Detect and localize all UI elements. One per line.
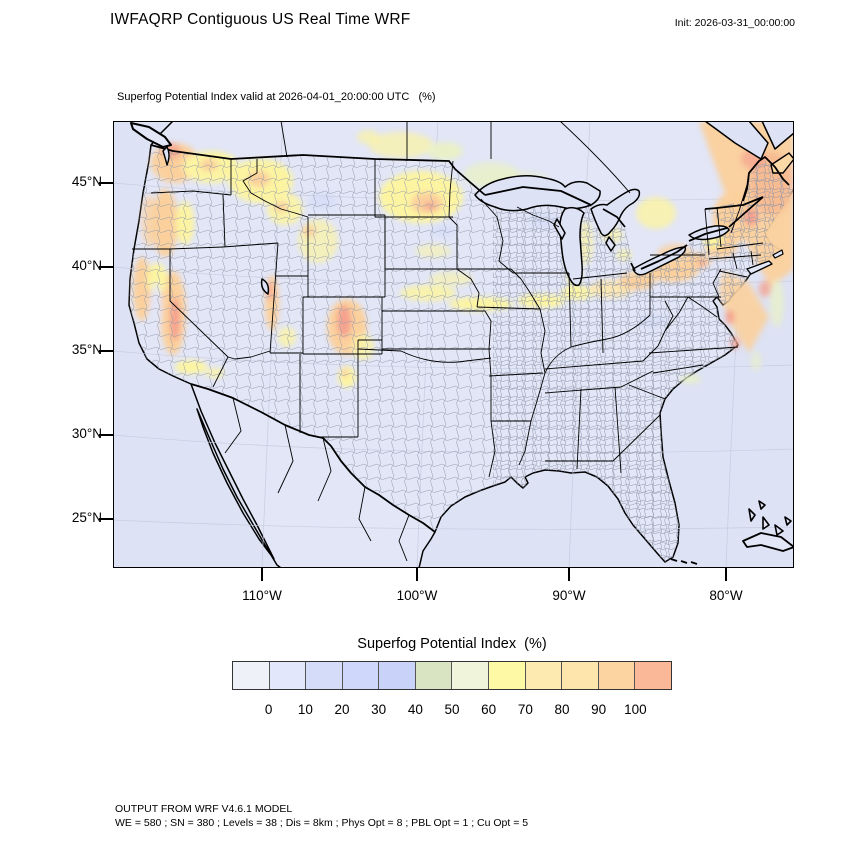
lat-tick: [99, 350, 113, 352]
long-island: [746, 260, 773, 275]
lat-tick: [99, 266, 113, 268]
colorbar-tick-60: 60: [481, 702, 497, 717]
florida-keys: [670, 558, 698, 565]
colorbar-cell: [525, 662, 563, 689]
lat-label-25°N: 25°N: [71, 510, 102, 525]
colorbar-cell: [415, 662, 453, 689]
colorbar-cell: [489, 662, 526, 689]
lon-tick: [568, 568, 570, 581]
legend-title: Superfog Potential Index (%): [357, 636, 547, 652]
model-info-line1: OUTPUT FROM WRF V4.6.1 MODEL: [115, 803, 293, 815]
colorbar-tick-20: 20: [334, 702, 350, 717]
us-superfog-map: [112, 120, 795, 569]
cape-cod: [772, 249, 784, 259]
legend-tick-labels: 0 10 20 30 40 50 60 70 80 90 100: [232, 702, 672, 720]
lon-tick: [416, 568, 418, 581]
islands: [130, 122, 795, 565]
colorbar-tick-40: 40: [407, 702, 423, 717]
model-info: OUTPUT FROM WRF V4.6.1 MODEL WE = 580 ; …: [115, 803, 528, 830]
national-borders: [150, 144, 790, 533]
lat-label-45°N: 45°N: [71, 174, 102, 189]
lat-tick: [99, 434, 113, 436]
lat-label-35°N: 35°N: [71, 342, 102, 357]
colorbar-cell: [269, 662, 307, 689]
state-borders: [132, 120, 764, 562]
lon-label-90°W: 90°W: [552, 588, 586, 603]
colorbar-cell: [598, 662, 636, 689]
lon-tick: [261, 568, 263, 581]
puget-sound: [162, 146, 170, 166]
page-title: IWFAQRP Contiguous US Real Time WRF: [110, 11, 411, 28]
lat-tick: [99, 518, 113, 520]
lon-label-100°W: 100°W: [396, 588, 438, 603]
colorbar-tick-100: 100: [624, 702, 647, 717]
colorbar-tick-0: 0: [264, 702, 273, 717]
model-info-line2: WE = 580 ; SN = 380 ; Levels = 38 ; Dis …: [115, 816, 529, 829]
colorbar-tick-10: 10: [297, 702, 313, 717]
colorbar-tick-70: 70: [517, 702, 533, 717]
colorbar-cell: [379, 662, 416, 689]
lat-label-30°N: 30°N: [71, 426, 102, 441]
colorbar-cell: [635, 662, 671, 689]
cuba: [742, 532, 795, 552]
colorbar-tick-80: 80: [554, 702, 570, 717]
colorbar-cell: [306, 662, 343, 689]
colorbar-cell: [233, 662, 270, 689]
nova-scotia: [770, 152, 795, 174]
colorbar-cell: [342, 662, 380, 689]
map-subtitle: Superfog Potential Index valid at 2026-0…: [117, 91, 436, 103]
colorbar-tick-50: 50: [444, 702, 460, 717]
lon-tick: [725, 568, 727, 581]
legend-colorbar: [232, 661, 672, 690]
lat-label-40°N: 40°N: [71, 258, 102, 273]
vancouver-island: [130, 122, 172, 148]
colorbar-cell: [562, 662, 599, 689]
init-timestamp: Init: 2026-03-31_00:00:00: [674, 17, 795, 29]
colorbar-cell: [452, 662, 490, 689]
bahamas: [748, 500, 792, 536]
map-panel: [112, 120, 795, 569]
lat-tick: [99, 182, 113, 184]
colorbar-tick-90: 90: [591, 702, 607, 717]
lon-label-80°W: 80°W: [709, 588, 743, 603]
map-frame: [113, 121, 794, 568]
colorbar-tick-30: 30: [371, 702, 387, 717]
lon-label-110°W: 110°W: [242, 588, 282, 603]
